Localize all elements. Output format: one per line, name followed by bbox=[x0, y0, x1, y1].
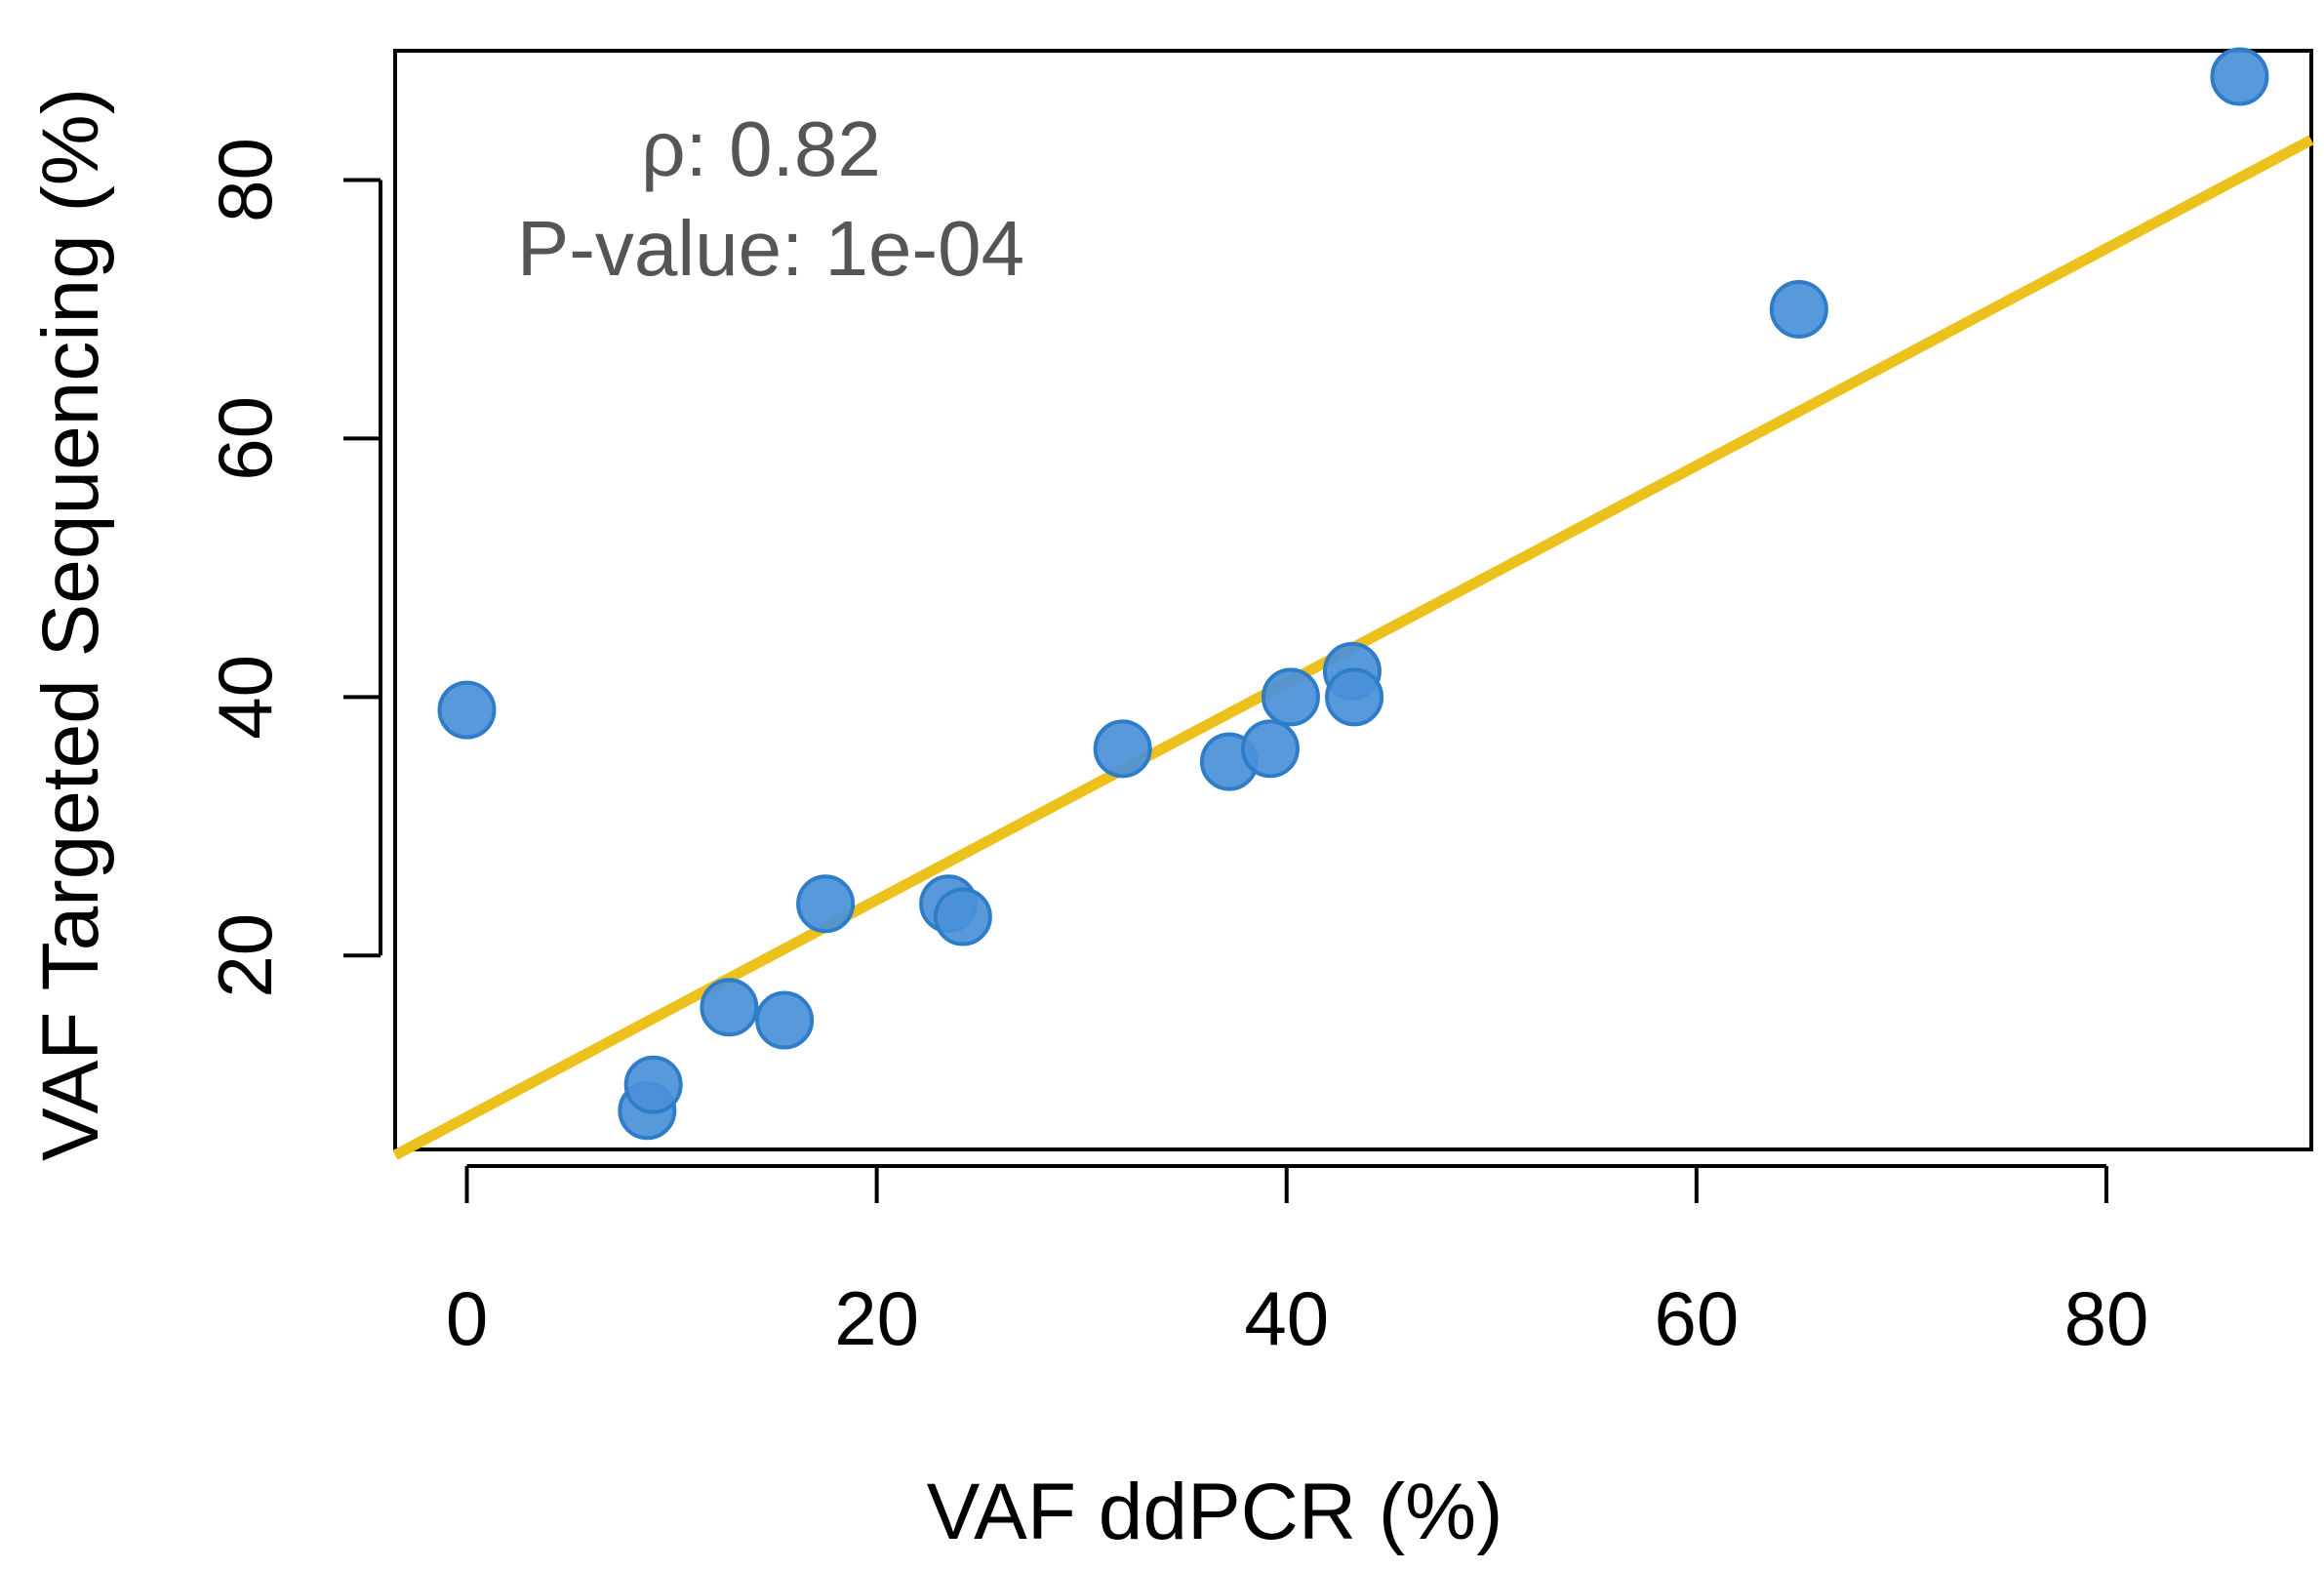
data-point-9 bbox=[1093, 719, 1152, 779]
x-axis-title: VAF ddPCR (%) bbox=[927, 1468, 1503, 1556]
x-axis: 0 20 40 60 80 bbox=[446, 1164, 2149, 1361]
y-tick-label-80: 80 bbox=[202, 138, 288, 222]
data-point-11 bbox=[1240, 719, 1300, 779]
data-point-12 bbox=[1261, 667, 1320, 727]
x-tick-label-20: 20 bbox=[834, 1275, 919, 1361]
points-layer bbox=[437, 47, 2269, 1141]
x-tick-label-40: 40 bbox=[1244, 1275, 1329, 1361]
x-tick-label-80: 80 bbox=[2064, 1275, 2149, 1361]
correlation-rho: ρ: 0.82 bbox=[641, 105, 881, 192]
data-point-1 bbox=[437, 680, 497, 740]
data-point-5 bbox=[755, 990, 815, 1050]
y-tick-label-60: 60 bbox=[202, 396, 288, 481]
y-axis-title: VAF Targeted Sequencing (%) bbox=[26, 88, 115, 1161]
y-tick-label-40: 40 bbox=[202, 655, 288, 740]
data-point-6 bbox=[796, 874, 856, 934]
data-point-3 bbox=[623, 1055, 683, 1114]
data-point-15 bbox=[1769, 279, 1828, 339]
plot-frame bbox=[393, 49, 2313, 1151]
data-point-16 bbox=[2210, 47, 2269, 106]
data-point-4 bbox=[700, 978, 759, 1037]
data-point-8 bbox=[933, 887, 992, 946]
plot-area bbox=[393, 49, 2313, 1151]
x-tick-label-0: 0 bbox=[446, 1275, 488, 1361]
y-tick-label-20: 20 bbox=[202, 913, 288, 998]
x-tick-label-60: 60 bbox=[1654, 1275, 1739, 1361]
data-point-14 bbox=[1325, 667, 1384, 727]
y-axis: 20 40 60 80 bbox=[202, 138, 382, 998]
p-value: P-value: 1e-04 bbox=[517, 205, 1024, 292]
